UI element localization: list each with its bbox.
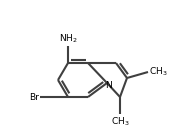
Text: Br: Br [29,92,39,102]
Text: CH$_3$: CH$_3$ [111,115,129,127]
Text: NH$_2$: NH$_2$ [59,33,77,45]
Text: CH$_3$: CH$_3$ [149,66,168,78]
Text: N: N [106,80,112,90]
